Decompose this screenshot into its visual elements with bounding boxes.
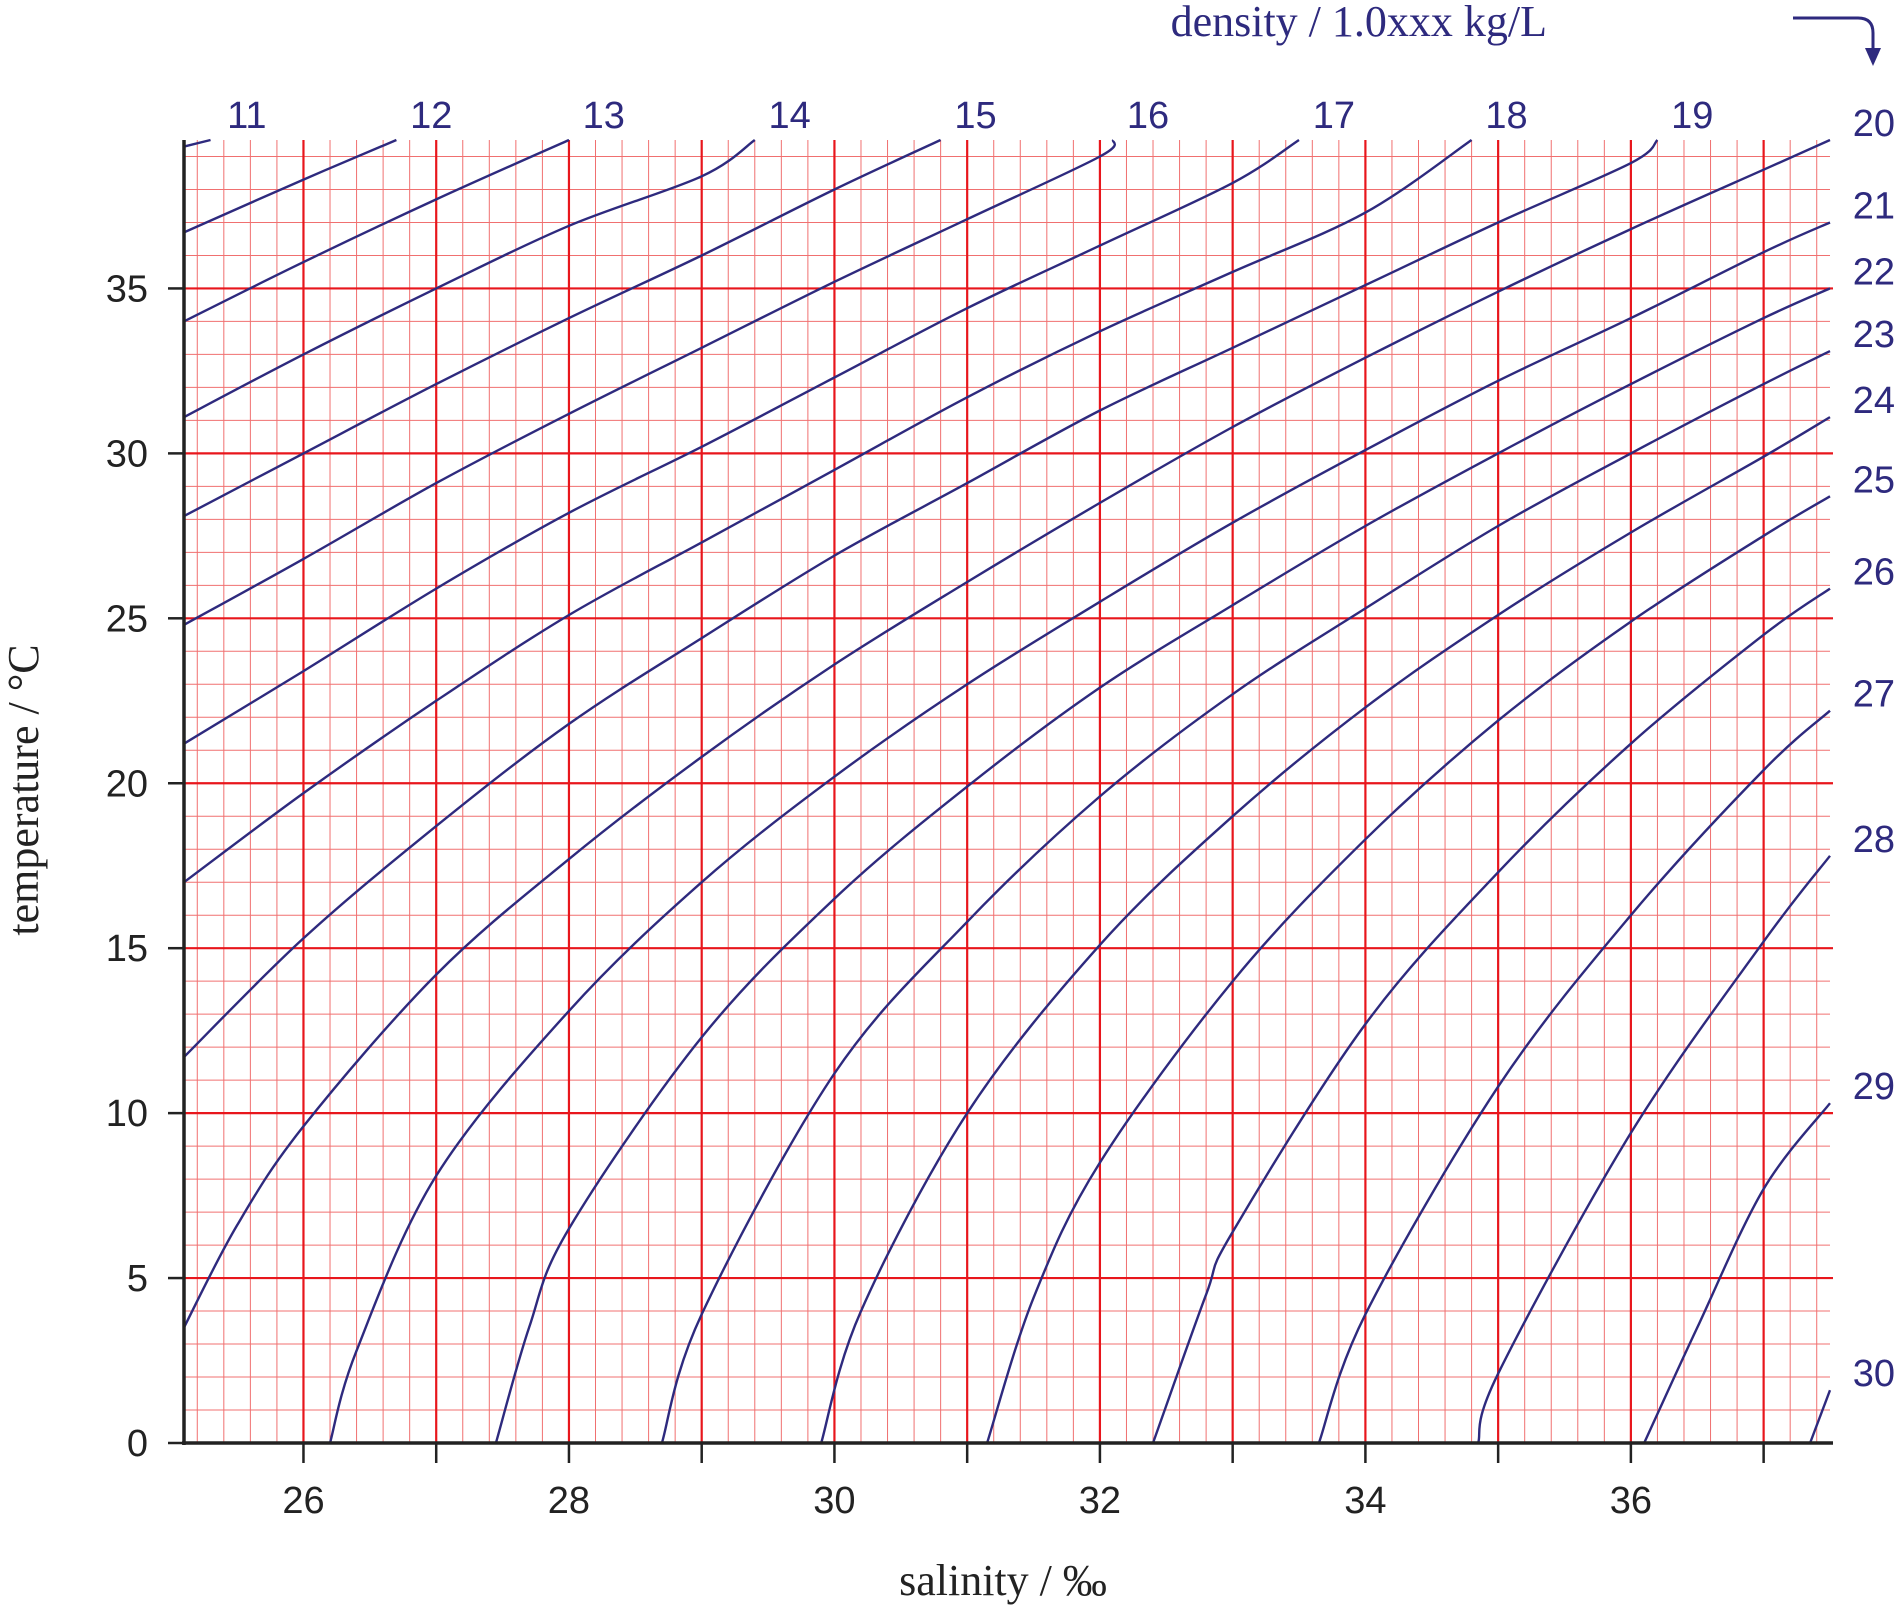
isopycnal-21 bbox=[328, 221, 1831, 1444]
isopycnal-17 bbox=[183, 138, 1300, 745]
density-label-12: 12 bbox=[410, 95, 452, 137]
isopycnal-24 bbox=[820, 416, 1831, 1444]
y-axis-title: temperature / °C bbox=[0, 644, 48, 935]
y-tick-label: 25 bbox=[106, 598, 148, 640]
isopycnal-16 bbox=[183, 139, 1117, 626]
axis-ticks bbox=[168, 287, 1765, 1463]
density-label-14: 14 bbox=[769, 95, 811, 137]
minor-grid bbox=[184, 140, 1830, 1443]
isopycnal-11 bbox=[183, 138, 211, 148]
density-label-16: 16 bbox=[1127, 95, 1169, 137]
density-axis-title: density / 1.0xxx kg/L bbox=[1171, 0, 1547, 46]
isopycnal-curves bbox=[182, 138, 1832, 1444]
major-grid bbox=[184, 140, 1833, 1443]
y-tick-label: 20 bbox=[106, 763, 148, 805]
density-label-28: 28 bbox=[1853, 819, 1895, 861]
density-label-20: 20 bbox=[1853, 103, 1895, 145]
density-label-30: 30 bbox=[1853, 1353, 1895, 1395]
x-tick-label: 26 bbox=[282, 1480, 324, 1522]
y-tick-label: 0 bbox=[127, 1423, 148, 1465]
density-label-19: 19 bbox=[1671, 95, 1713, 137]
density-label-29: 29 bbox=[1853, 1066, 1895, 1108]
density-label-24: 24 bbox=[1853, 380, 1895, 422]
density-arrow-icon bbox=[1793, 16, 1881, 66]
isopycnal-28 bbox=[1477, 855, 1831, 1444]
isopycnal-27 bbox=[1317, 709, 1831, 1444]
isopycnal-26 bbox=[1151, 587, 1831, 1444]
isopycnal-13 bbox=[183, 138, 570, 323]
density-label-21: 21 bbox=[1853, 185, 1895, 227]
isopycnal-18 bbox=[183, 139, 1473, 884]
density-label-26: 26 bbox=[1853, 552, 1895, 594]
axes bbox=[182, 140, 1833, 1445]
density-label-22: 22 bbox=[1853, 251, 1895, 293]
density-label-25: 25 bbox=[1853, 459, 1895, 501]
isopycnal-25 bbox=[985, 495, 1831, 1444]
density-label-15: 15 bbox=[954, 95, 996, 137]
isopycnal-23 bbox=[660, 350, 1831, 1444]
isopycnal-19 bbox=[183, 139, 1659, 1058]
isopycnal-14 bbox=[183, 139, 756, 419]
isopycnal-29 bbox=[1643, 1102, 1831, 1444]
y-tick-label: 5 bbox=[127, 1258, 148, 1300]
density-label-11: 11 bbox=[227, 95, 266, 137]
x-tick-label: 34 bbox=[1344, 1480, 1386, 1522]
density-label-17: 17 bbox=[1313, 95, 1355, 137]
isopycnal-12 bbox=[183, 138, 397, 234]
tick-labels: 26 28 30 32 34 36 0 5 10 15 20 25 30 35 bbox=[106, 268, 1652, 1522]
y-tick-label: 15 bbox=[106, 928, 148, 970]
density-label-13: 13 bbox=[583, 95, 625, 137]
y-tick-label: 35 bbox=[106, 268, 148, 310]
isopycnal-15 bbox=[183, 138, 942, 518]
isopycnal-20 bbox=[182, 138, 1831, 1329]
y-tick-label: 30 bbox=[106, 433, 148, 475]
density-label-27: 27 bbox=[1853, 674, 1895, 716]
isopycnal-22 bbox=[494, 287, 1831, 1444]
x-tick-label: 36 bbox=[1610, 1480, 1652, 1522]
density-label-18: 18 bbox=[1485, 95, 1527, 137]
isopycnal-30 bbox=[1808, 1389, 1832, 1444]
y-tick-label: 10 bbox=[106, 1093, 148, 1135]
x-tick-label: 32 bbox=[1079, 1480, 1121, 1522]
x-tick-label: 28 bbox=[548, 1480, 590, 1522]
density-label-23: 23 bbox=[1853, 314, 1895, 356]
x-axis-title: salinity / ‰ bbox=[899, 1556, 1107, 1605]
density-labels: 11 12 13 14 15 16 17 18 19 20 21 22 23 24 25 26 27 28 29 30 bbox=[227, 95, 1895, 1395]
x-tick-label: 30 bbox=[813, 1480, 855, 1522]
